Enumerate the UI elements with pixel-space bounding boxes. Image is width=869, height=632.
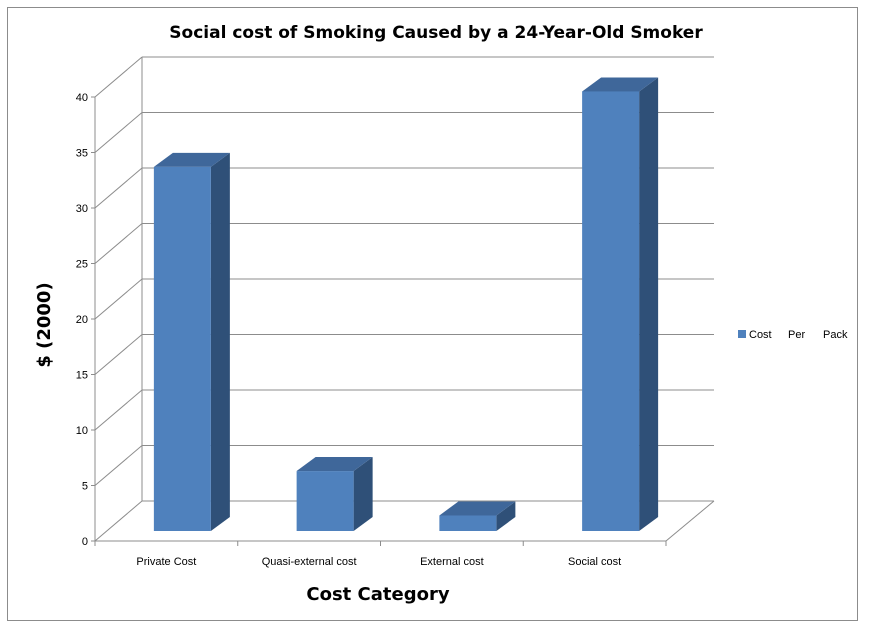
x-tick-label: Social cost xyxy=(568,556,621,568)
chart-title: Social cost of Smoking Caused by a 24-Ye… xyxy=(169,23,703,43)
floor-right-edge xyxy=(665,500,715,542)
y-tick-label: 15 xyxy=(76,370,88,382)
bar-top xyxy=(153,152,230,167)
bar-front xyxy=(439,515,497,531)
y-tick-label: 5 xyxy=(82,481,88,493)
x-tick-label: Quasi-external cost xyxy=(262,556,357,568)
side-grid-line xyxy=(94,445,143,486)
side-grid-line xyxy=(94,278,143,320)
legend-word-2: Per xyxy=(788,329,805,341)
legend: Cost Per Pack xyxy=(738,329,848,341)
bars-layer xyxy=(153,77,659,532)
legend-word-1: Cost xyxy=(749,329,772,341)
side-grid-line xyxy=(94,334,143,375)
chart-frame xyxy=(7,7,858,621)
side-grid-line xyxy=(94,112,143,153)
bar xyxy=(582,77,659,531)
bar-side xyxy=(353,457,373,531)
y-tick-label: 30 xyxy=(76,203,88,215)
bar xyxy=(296,457,373,531)
y-tick-label: 0 xyxy=(82,536,88,548)
y-tick-label: 35 xyxy=(76,148,88,160)
bar-side xyxy=(639,77,659,531)
bar-top xyxy=(582,77,659,92)
bar-top xyxy=(296,457,373,472)
ticks-layer: 0 5 10 15 20 25 30 35 40 xyxy=(76,92,95,548)
legend-swatch xyxy=(738,330,746,338)
side-grid-line xyxy=(94,223,143,264)
x-axis-title: Cost Category xyxy=(306,584,449,605)
bar-front xyxy=(296,471,354,531)
side-grid-line xyxy=(94,167,143,209)
side-grid-line xyxy=(94,389,143,431)
legend-word-3: Pack xyxy=(823,329,848,341)
side-grid-line xyxy=(94,500,143,542)
bar xyxy=(439,501,516,531)
y-axis-title: $ (2000) xyxy=(34,282,55,367)
bar-side xyxy=(210,152,230,532)
bar-front xyxy=(582,91,640,531)
categories-layer: Private Cost Quasi-external cost External … xyxy=(94,541,667,568)
y-tick-label: 20 xyxy=(76,314,88,326)
bar xyxy=(153,152,230,532)
y-tick-label: 10 xyxy=(76,425,88,437)
bar-top xyxy=(439,501,516,516)
y-tick-label: 40 xyxy=(76,92,88,104)
x-tick-label: External cost xyxy=(420,556,484,568)
y-tick-label: 25 xyxy=(76,259,88,271)
bar-side xyxy=(496,501,516,531)
bar-front xyxy=(153,166,211,532)
x-tick-label: Private Cost xyxy=(136,556,196,568)
side-grid-line xyxy=(94,56,143,98)
